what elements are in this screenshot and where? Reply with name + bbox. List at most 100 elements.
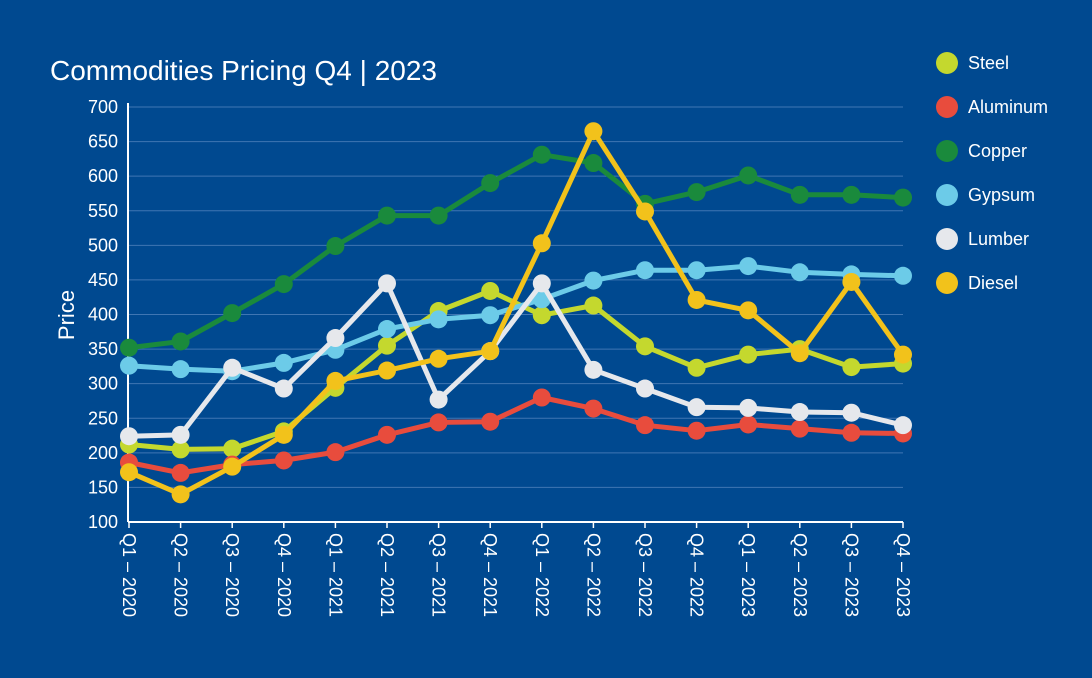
data-point [842,423,861,442]
data-point [120,463,138,482]
legend-marker [936,52,958,74]
data-point [481,306,500,325]
data-point [739,166,758,185]
legend-label: Aluminum [968,97,1048,117]
data-point [687,358,706,377]
data-point [378,274,396,293]
legend-item-copper: Copper [936,140,1027,162]
data-point [894,416,912,435]
series-line [126,128,906,497]
x-tick-label: Q4 – 2021 [480,533,500,617]
data-point [842,272,861,291]
data-point [481,174,500,193]
data-point [636,261,654,280]
series-diesel [120,122,912,504]
x-tick-label: Q3 – 2023 [841,533,861,617]
data-point [894,266,912,285]
data-point [584,154,603,173]
data-point [894,345,912,364]
data-point [481,342,500,361]
data-point [584,271,603,290]
data-point [223,358,242,377]
data-point [274,451,293,470]
legend-marker [936,96,958,118]
y-tick-label: 350 [88,339,118,359]
x-tick-label: Q4 – 2023 [893,533,913,617]
x-tick-label: Q1 – 2023 [738,533,758,617]
x-tick-label: Q2 – 2023 [790,533,810,617]
data-point [790,344,809,363]
legend-item-lumber: Lumber [936,228,1029,250]
legend-marker [936,184,958,206]
data-point [429,390,448,409]
data-point [636,337,654,356]
data-point [790,403,809,422]
legend-marker [936,272,958,294]
data-point [378,320,396,339]
data-point [274,275,293,294]
data-point [120,427,138,446]
data-point [326,443,345,462]
x-tick-label: Q3 – 2022 [635,533,655,617]
data-point [739,398,758,417]
legend-marker [936,228,958,250]
y-tick-label: 200 [88,443,118,463]
series-line [126,288,906,452]
chart-title: Commodities Pricing Q4 | 2023 [50,55,437,86]
data-point [894,188,912,207]
data-point [842,185,861,204]
data-point [171,463,190,482]
y-tick-label: 100 [88,512,118,532]
data-point [481,281,500,300]
data-point [429,413,448,432]
data-point [171,332,190,351]
data-point [532,234,551,253]
legend-label: Steel [968,53,1009,73]
data-point [636,202,654,221]
legend-item-diesel: Diesel [936,272,1018,294]
legend-item-steel: Steel [936,52,1009,74]
data-point [429,206,448,225]
data-point [378,206,396,225]
x-tick-label: Q2 – 2021 [377,533,397,617]
data-point [790,263,809,282]
series-line [126,395,906,476]
legend-label: Diesel [968,273,1018,293]
data-point [739,301,758,320]
x-tick-label: Q1 – 2020 [119,533,139,617]
data-point [739,415,758,434]
data-point [274,425,293,444]
x-tick-label: Q4 – 2020 [274,533,294,617]
data-point [584,360,603,379]
data-point [739,345,758,364]
series-line [126,263,906,374]
data-point [274,379,293,398]
data-point [326,237,345,256]
data-point [378,425,396,444]
data-point [790,185,809,204]
data-point [687,183,706,202]
series-steel [120,281,912,459]
data-point [739,257,758,276]
series-line [126,280,906,439]
data-point [120,338,138,357]
data-point [326,329,345,348]
legend-item-aluminum: Aluminum [936,96,1048,118]
x-tick-label: Q2 – 2022 [583,533,603,617]
data-point [687,290,706,309]
data-point [171,440,190,459]
x-tick-label: Q3 – 2020 [222,533,242,617]
data-point [687,261,706,280]
data-point [636,416,654,435]
data-point [378,361,396,380]
axes: 100 150 200 250 300 350 400 450 500 550 600 650 700 Q… [88,97,913,617]
y-tick-label: 650 [88,132,118,152]
y-tick-label: 550 [88,201,118,221]
data-point [532,145,551,164]
data-point [481,412,500,431]
data-point [687,421,706,440]
y-axis-label: Price [54,290,79,340]
data-point [584,296,603,315]
data-point [584,122,603,141]
